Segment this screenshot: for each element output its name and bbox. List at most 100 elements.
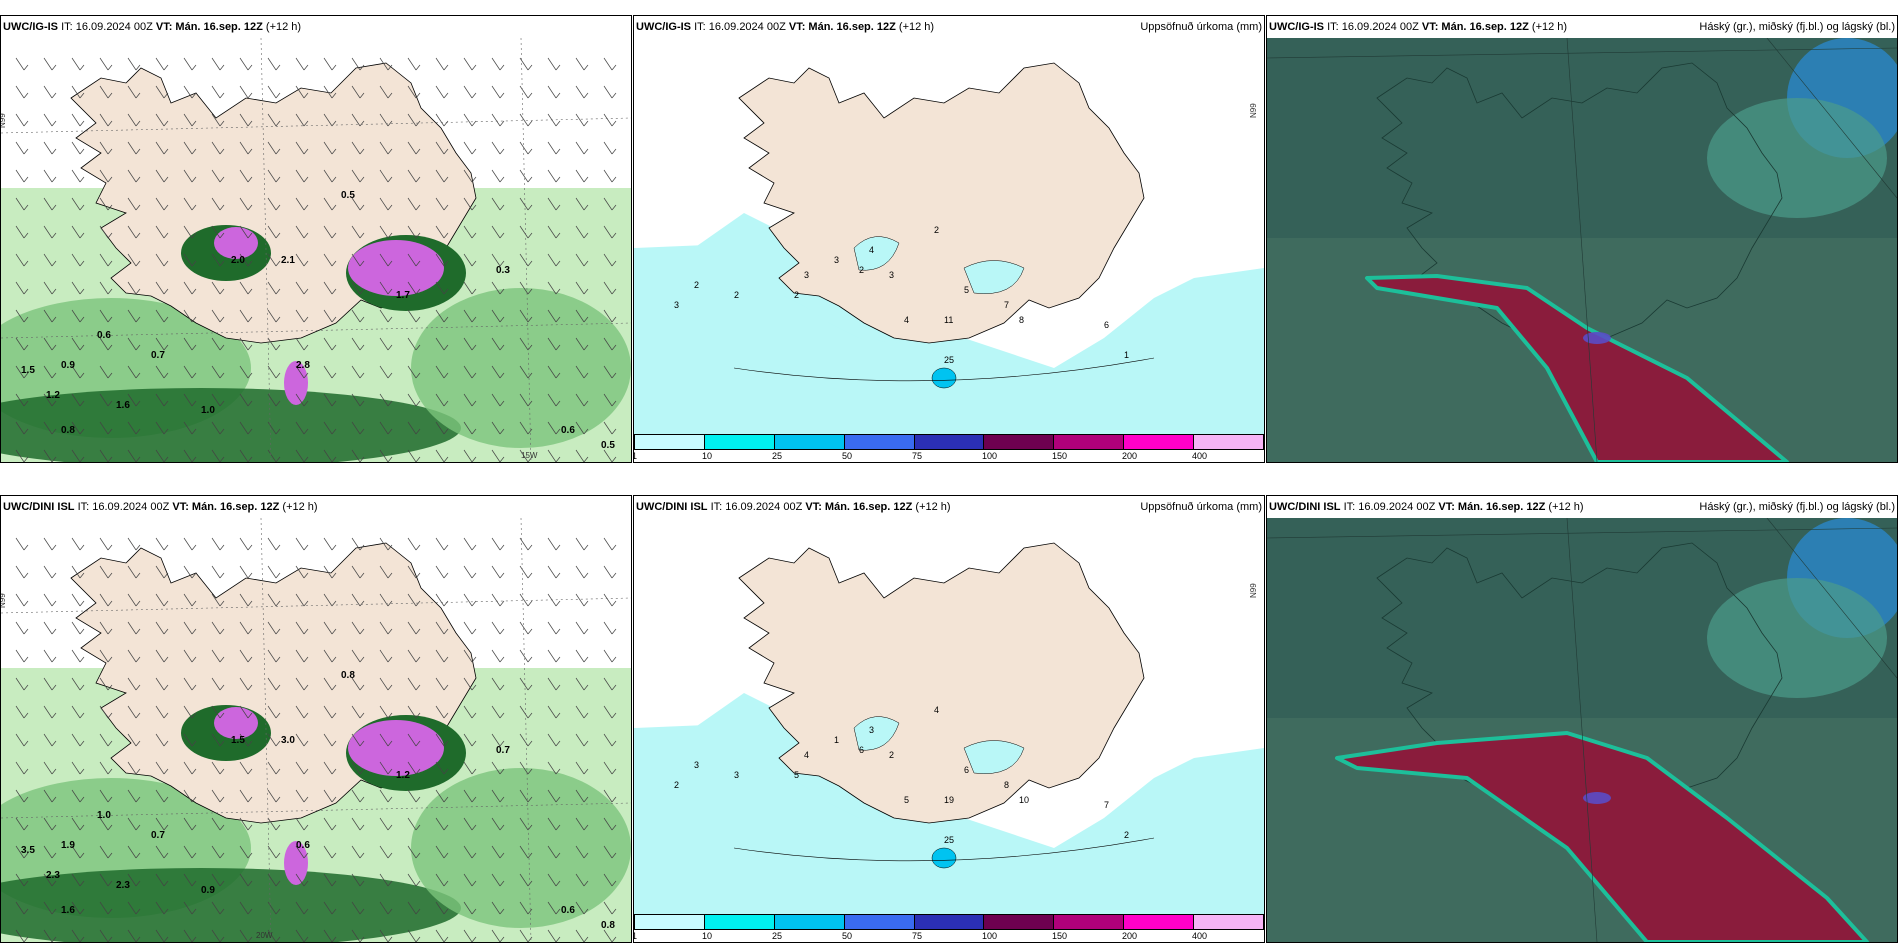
wind-barb [519, 789, 533, 803]
wind-barb [379, 733, 393, 747]
valid-time-prefix: VT: [1438, 501, 1455, 513]
wind-barb [211, 677, 225, 691]
wind-barb [351, 281, 365, 295]
wind-barb [575, 169, 589, 183]
precip-value-label: 2 [934, 225, 939, 235]
wind-barb [99, 705, 113, 719]
wind-barb [15, 393, 29, 407]
wind-barb [351, 169, 365, 183]
wind-barb [323, 565, 337, 579]
wind-barb [211, 169, 225, 183]
wind-barb [575, 817, 589, 831]
wind-barb [547, 929, 561, 942]
wind-barb [295, 85, 309, 99]
wind-barb [575, 85, 589, 99]
mid-cloud-patch [1583, 792, 1611, 804]
wind-barb [183, 621, 197, 635]
wind-barb [99, 225, 113, 239]
precip-band [1, 868, 461, 942]
wind-barb [407, 197, 421, 211]
wind-barb [127, 873, 141, 887]
wind-barb [127, 85, 141, 99]
wind-barb [575, 393, 589, 407]
wind-barb [547, 197, 561, 211]
wind-barb [99, 449, 113, 462]
wind-barb [155, 197, 169, 211]
wind-barb [267, 817, 281, 831]
wind-barb [603, 169, 617, 183]
wind-barb [491, 565, 505, 579]
wind-barb [547, 85, 561, 99]
wind-barb [323, 141, 337, 155]
wind-barb [463, 281, 477, 295]
wind-barb [547, 789, 561, 803]
precip-value-label: 0.8 [601, 920, 615, 931]
wind-barb [295, 733, 309, 747]
wind-barb [603, 733, 617, 747]
wind-barb [239, 85, 253, 99]
precip-value-label: 1.5 [21, 365, 35, 376]
wind-barb [43, 817, 57, 831]
wind-barb [155, 817, 169, 831]
wind-barb [295, 225, 309, 239]
wind-barb [239, 141, 253, 155]
wind-barb [323, 621, 337, 635]
valid-time-prefix: VT: [1421, 21, 1439, 33]
wind-barb [547, 225, 561, 239]
wind-barb [155, 873, 169, 887]
wind-barb [491, 309, 505, 323]
wind-barb [211, 225, 225, 239]
precip-value-label: 2 [1124, 830, 1129, 840]
wind-barb [155, 537, 169, 551]
high-cloud-band [1335, 731, 1869, 942]
wind-barb [127, 677, 141, 691]
graticule-line [1566, 38, 1598, 462]
wind-barb [491, 337, 505, 351]
wind-barb [15, 789, 29, 803]
wind-barb [323, 789, 337, 803]
wind-barb [351, 449, 365, 462]
wind-barb [99, 929, 113, 942]
legend-color-cell [844, 435, 915, 449]
wind-barb [603, 593, 617, 607]
wind-barb [379, 649, 393, 663]
wind-barb [127, 169, 141, 183]
wind-barb [295, 57, 309, 71]
wind-barb [435, 677, 449, 691]
precip-value-label: 2.1 [281, 255, 295, 266]
wind-barb [519, 565, 533, 579]
mid-cloud-patch [1707, 98, 1887, 218]
wind-barb [491, 789, 505, 803]
wind-barb [43, 449, 57, 462]
wind-barb [183, 421, 197, 435]
precip-value-label: 0.9 [201, 885, 215, 896]
wind-barb [127, 649, 141, 663]
wind-barb [127, 309, 141, 323]
wind-barb [183, 733, 197, 747]
precip-value-label: 7 [1104, 800, 1109, 810]
contour-line [733, 837, 1155, 862]
wind-barb [211, 113, 225, 127]
wind-barb [71, 421, 85, 435]
wind-barb [463, 733, 477, 747]
wind-barb [43, 141, 57, 155]
wind-barb [435, 621, 449, 635]
valid-time: Mán. 16.sep. 12Z [824, 501, 913, 513]
wind-barb [127, 141, 141, 155]
wind-barb [379, 421, 393, 435]
wind-barb [603, 873, 617, 887]
wind-barb [183, 113, 197, 127]
wind-barb [603, 901, 617, 915]
wind-barb [211, 565, 225, 579]
legend-bar [634, 914, 1264, 930]
legend-color-cell [1194, 915, 1264, 929]
precip-value-label: 0.5 [601, 440, 615, 451]
wind-barb [407, 337, 421, 351]
wind-barb [267, 393, 281, 407]
wind-barb [99, 537, 113, 551]
wind-barb [603, 761, 617, 775]
wind-barb [211, 733, 225, 747]
wind-barb [463, 309, 477, 323]
wind-barb [43, 761, 57, 775]
